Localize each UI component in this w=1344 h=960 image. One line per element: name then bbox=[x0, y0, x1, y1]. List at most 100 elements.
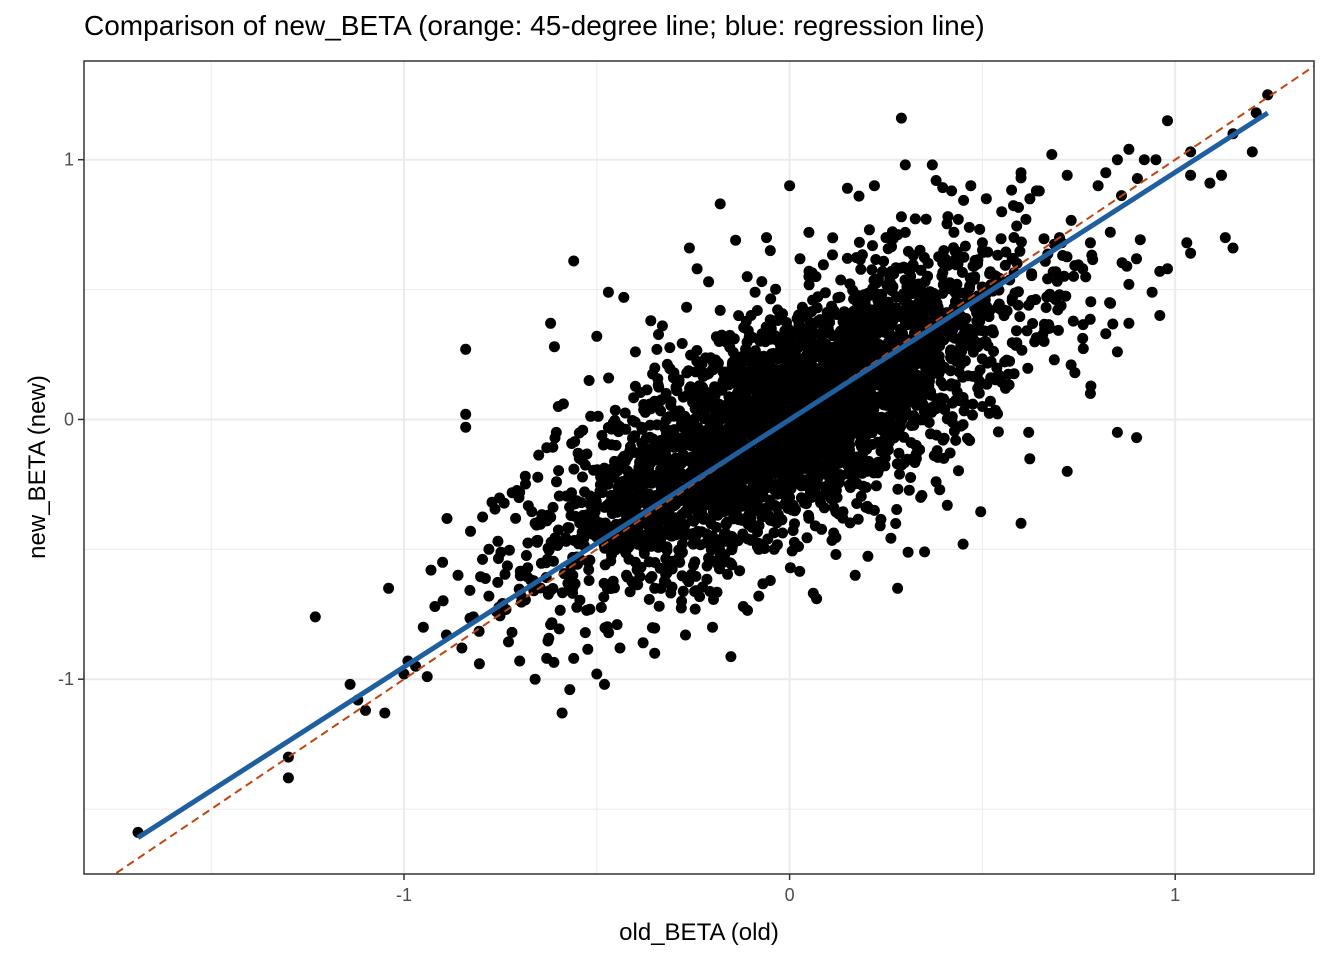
data-point bbox=[905, 270, 917, 282]
data-point bbox=[878, 326, 890, 338]
data-point bbox=[844, 349, 856, 360]
data-point bbox=[886, 241, 897, 253]
data-point bbox=[522, 500, 534, 512]
data-point bbox=[672, 555, 684, 566]
data-point bbox=[1162, 115, 1173, 127]
data-point bbox=[564, 501, 576, 513]
data-point bbox=[720, 518, 732, 530]
data-point bbox=[822, 465, 834, 476]
data-point bbox=[802, 372, 814, 384]
data-point bbox=[807, 491, 819, 502]
data-point bbox=[919, 546, 931, 558]
data-point bbox=[1100, 167, 1112, 179]
data-point bbox=[841, 182, 853, 194]
data-point bbox=[701, 573, 713, 585]
data-point bbox=[1131, 432, 1143, 444]
data-point bbox=[809, 318, 820, 330]
y-axis-ticks: -1 0 1 bbox=[58, 150, 84, 689]
data-point bbox=[880, 232, 892, 244]
data-point bbox=[986, 324, 998, 336]
data-point bbox=[893, 447, 905, 459]
data-point bbox=[452, 569, 464, 581]
data-point bbox=[901, 281, 913, 292]
data-point bbox=[437, 556, 449, 568]
data-point bbox=[684, 466, 696, 478]
data-point bbox=[807, 342, 819, 353]
data-point bbox=[669, 456, 681, 468]
data-point bbox=[629, 380, 641, 392]
data-point bbox=[899, 226, 911, 238]
data-point bbox=[477, 511, 489, 523]
data-point bbox=[547, 583, 559, 594]
data-point bbox=[889, 331, 901, 343]
data-point bbox=[1024, 453, 1036, 465]
data-point bbox=[695, 512, 707, 524]
data-point bbox=[1084, 237, 1096, 249]
data-point bbox=[733, 310, 745, 322]
y-axis-title: new_BETA (new) bbox=[24, 375, 51, 559]
data-point bbox=[425, 564, 437, 576]
data-point bbox=[725, 651, 737, 663]
data-point bbox=[1123, 143, 1135, 155]
data-point bbox=[783, 502, 794, 514]
data-point bbox=[657, 525, 669, 537]
data-point bbox=[703, 552, 714, 564]
data-point bbox=[628, 492, 640, 504]
data-point bbox=[976, 237, 988, 249]
data-point bbox=[1084, 313, 1096, 325]
data-point bbox=[895, 211, 907, 223]
data-point bbox=[643, 593, 655, 605]
data-point bbox=[924, 286, 936, 298]
data-point bbox=[765, 293, 777, 305]
data-point bbox=[1084, 388, 1096, 399]
data-point bbox=[634, 447, 646, 459]
data-point bbox=[835, 309, 847, 321]
data-point bbox=[804, 386, 816, 398]
data-point bbox=[963, 221, 975, 233]
data-point bbox=[877, 266, 888, 277]
data-point bbox=[872, 295, 884, 307]
data-point bbox=[1054, 289, 1065, 301]
data-point bbox=[728, 421, 740, 433]
data-point bbox=[675, 467, 687, 479]
data-point bbox=[1061, 465, 1073, 477]
data-point bbox=[827, 232, 839, 244]
data-point bbox=[644, 572, 656, 584]
data-point bbox=[629, 346, 641, 358]
data-point bbox=[720, 405, 732, 416]
data-point bbox=[883, 437, 895, 448]
data-point bbox=[456, 642, 468, 654]
data-point bbox=[645, 315, 657, 327]
data-point bbox=[676, 570, 688, 582]
data-point bbox=[789, 518, 800, 530]
data-point bbox=[771, 539, 783, 551]
y-tick-label: 1 bbox=[64, 150, 74, 170]
data-point bbox=[861, 465, 873, 477]
data-point bbox=[973, 324, 985, 336]
data-point bbox=[735, 461, 747, 473]
data-point bbox=[520, 550, 532, 561]
data-point bbox=[542, 509, 554, 521]
data-point bbox=[718, 368, 730, 380]
data-point bbox=[655, 535, 667, 547]
data-point bbox=[989, 270, 1001, 282]
data-point bbox=[649, 362, 661, 374]
data-point bbox=[761, 232, 772, 244]
data-point bbox=[529, 673, 541, 685]
data-point bbox=[691, 263, 703, 275]
data-point bbox=[983, 407, 995, 419]
data-point bbox=[1123, 278, 1135, 290]
data-point bbox=[670, 383, 682, 395]
data-point bbox=[923, 375, 935, 387]
data-point bbox=[503, 636, 514, 648]
data-point bbox=[796, 301, 808, 313]
data-point bbox=[730, 234, 742, 246]
data-point bbox=[685, 349, 697, 361]
data-point bbox=[584, 603, 596, 615]
data-point bbox=[768, 333, 780, 345]
data-point bbox=[872, 436, 884, 448]
data-point bbox=[737, 424, 749, 436]
y-tick-label: 0 bbox=[64, 409, 74, 429]
data-point bbox=[605, 555, 617, 567]
data-point bbox=[460, 421, 472, 433]
